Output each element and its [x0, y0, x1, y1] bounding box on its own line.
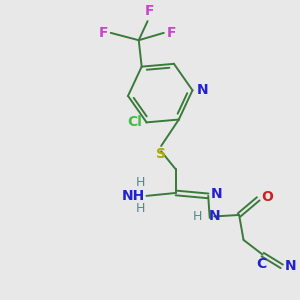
- Text: C: C: [256, 257, 266, 271]
- Text: H: H: [136, 176, 145, 189]
- Text: NH: NH: [122, 189, 145, 203]
- Text: F: F: [167, 26, 176, 40]
- Text: F: F: [144, 4, 154, 18]
- Text: N: N: [211, 188, 223, 201]
- Text: N: N: [209, 209, 220, 224]
- Text: N: N: [197, 83, 208, 97]
- Text: N: N: [285, 259, 296, 273]
- Text: H: H: [193, 210, 202, 223]
- Text: S: S: [156, 147, 166, 161]
- Text: Cl: Cl: [127, 116, 142, 129]
- Text: O: O: [261, 190, 273, 204]
- Text: F: F: [98, 26, 108, 40]
- Text: H: H: [136, 202, 145, 215]
